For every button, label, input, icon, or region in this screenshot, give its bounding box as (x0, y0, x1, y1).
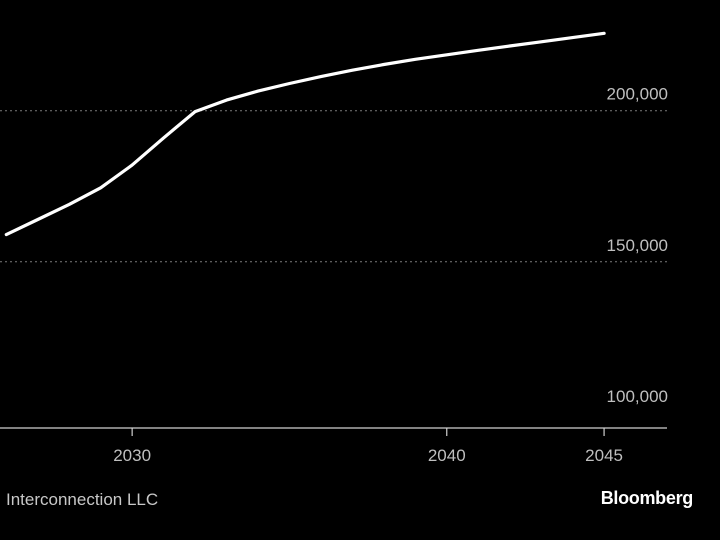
brand-logo: Bloomberg (600, 488, 694, 508)
tick-labels: 100,000 150,000 200,000 2030 2040 2045 (113, 85, 668, 465)
line-chart: 100,000 150,000 200,000 2030 2040 2045 (0, 31, 668, 465)
source-note: Interconnection LLC (6, 490, 159, 509)
y-tick-label: 100,000 (607, 387, 668, 406)
series-layer (4, 31, 606, 237)
y-tick-label: 150,000 (607, 236, 668, 255)
x-tick-label: 2040 (428, 446, 466, 465)
x-tick-label: 2045 (585, 446, 623, 465)
grid-lines (0, 110, 667, 263)
series-line (4, 31, 606, 237)
x-axis (0, 427, 667, 436)
x-tick-label: 2030 (113, 446, 151, 465)
y-tick-label: 200,000 (607, 85, 668, 104)
